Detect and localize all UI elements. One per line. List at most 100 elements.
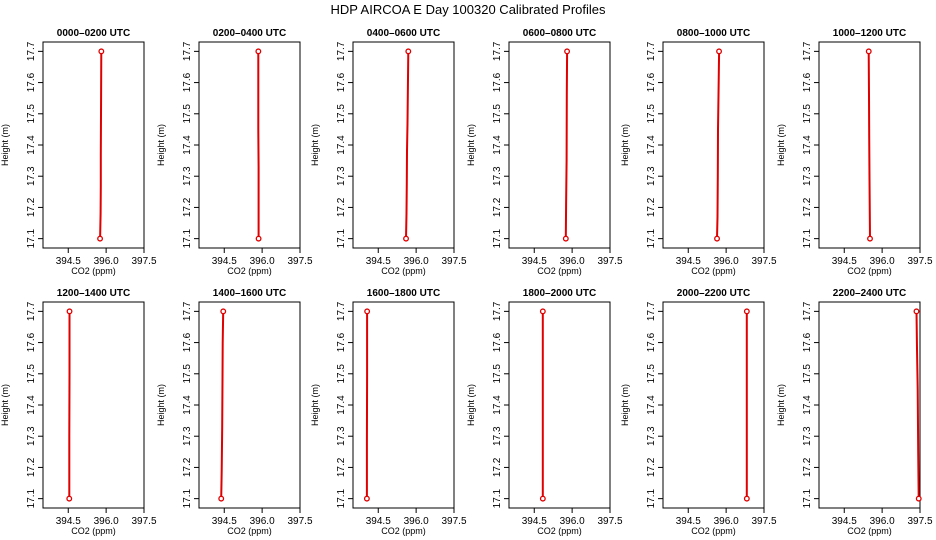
x-tick-label: 394.5 <box>676 256 701 267</box>
y-axis-label: Height (m) <box>0 384 10 426</box>
y-tick-label: 17.4 <box>26 135 37 155</box>
plot-frame <box>352 301 455 509</box>
y-tick-label: 17.7 <box>646 301 657 321</box>
profile-line <box>405 51 410 239</box>
panels-grid: 0000–0200 UTC 394.5 396.0 397.5 17.1 17.2 17.3… <box>0 28 933 536</box>
y-tick-label: 17.3 <box>182 166 193 186</box>
y-tick-label: 17.2 <box>802 197 813 217</box>
profile-panel: 1200–1400 UTC 394.5 396.0 397.5 17.1 17.2 17.3… <box>0 288 157 536</box>
x-tick-label: 394.5 <box>366 256 391 267</box>
profile-panel: 1000–1200 UTC 394.5 396.0 397.5 17.1 17.2 17.3… <box>776 28 933 276</box>
y-tick-label: 17.1 <box>26 228 37 248</box>
y-tick-label: 17.4 <box>646 395 657 415</box>
y-axis-label: Height (m) <box>310 384 320 426</box>
y-axis-label: Height (m) <box>0 124 10 166</box>
profile-panel: 1800–2000 UTC 394.5 396.0 397.5 17.1 17.2 17.3… <box>466 288 623 536</box>
x-tick-label: 396.0 <box>714 516 739 527</box>
plot-frame <box>42 41 145 249</box>
plot-frame <box>42 301 145 509</box>
profile-point <box>255 235 262 242</box>
y-tick-label: 17.1 <box>182 228 193 248</box>
y-tick-label: 17.3 <box>646 426 657 446</box>
y-tick-label: 17.5 <box>26 104 37 124</box>
x-axis-label: CO2 (ppm) <box>71 266 116 276</box>
x-axis-label: CO2 (ppm) <box>847 266 892 276</box>
y-tick-label: 17.3 <box>492 426 503 446</box>
profile-point <box>218 495 225 502</box>
x-tick-label: 397.5 <box>907 516 932 527</box>
profile-panel: 2000–2200 UTC 394.5 396.0 397.5 17.1 17.2 17.3… <box>620 288 777 536</box>
profile-line <box>915 311 920 499</box>
profile-point <box>743 495 750 502</box>
y-tick-label: 17.4 <box>492 395 503 415</box>
y-tick-label: 17.2 <box>646 457 657 477</box>
x-axis-label: CO2 (ppm) <box>227 266 272 276</box>
y-tick-label: 17.1 <box>336 488 347 508</box>
y-tick-label: 17.1 <box>182 488 193 508</box>
y-tick-label: 17.6 <box>492 72 503 92</box>
profile-point <box>66 495 73 502</box>
y-tick-label: 17.6 <box>182 332 193 352</box>
x-tick-label: 394.5 <box>832 516 857 527</box>
panel-title: 1600–1800 UTC <box>367 288 440 299</box>
y-tick-label: 17.7 <box>492 41 503 61</box>
y-tick-label: 17.2 <box>182 197 193 217</box>
y-tick-label: 17.3 <box>492 166 503 186</box>
x-tick-label: 397.5 <box>287 516 312 527</box>
x-tick-label: 396.0 <box>94 516 119 527</box>
profile-line <box>220 311 225 499</box>
x-tick-label: 397.5 <box>597 256 622 267</box>
plot-frame <box>352 41 455 249</box>
y-tick-label: 17.4 <box>802 135 813 155</box>
x-axis-label: CO2 (ppm) <box>381 526 426 536</box>
y-tick-label: 17.1 <box>492 488 503 508</box>
y-tick-label: 17.2 <box>492 457 503 477</box>
y-tick-label: 17.1 <box>646 228 657 248</box>
y-tick-label: 17.4 <box>336 395 347 415</box>
y-tick-label: 17.5 <box>802 364 813 384</box>
x-axis-label: CO2 (ppm) <box>381 266 426 276</box>
y-tick-label: 17.7 <box>802 301 813 321</box>
profile-point <box>865 48 872 55</box>
profile-point <box>255 48 262 55</box>
profile-point <box>97 235 104 242</box>
x-tick-label: 396.0 <box>404 256 429 267</box>
x-tick-label: 396.0 <box>870 256 895 267</box>
profile-panel: 2200–2400 UTC 394.5 396.0 397.5 17.1 17.2 17.3… <box>776 288 933 536</box>
figure-title: HDP AIRCOA E Day 100320 Calibrated Profi… <box>330 2 606 17</box>
profile-panel: 1600–1800 UTC 394.5 396.0 397.5 17.1 17.2 17.3… <box>310 288 467 536</box>
y-tick-label: 17.6 <box>26 332 37 352</box>
panel-title: 0000–0200 UTC <box>57 28 130 39</box>
profile-point <box>363 495 370 502</box>
profile-point <box>66 308 73 315</box>
profile-point <box>915 495 922 502</box>
y-tick-label: 17.6 <box>646 332 657 352</box>
x-axis-label: CO2 (ppm) <box>537 526 582 536</box>
y-axis-label: Height (m) <box>776 384 786 426</box>
y-tick-label: 17.1 <box>646 488 657 508</box>
y-tick-label: 17.2 <box>26 457 37 477</box>
x-tick-label: 397.5 <box>287 256 312 267</box>
profile-point <box>220 308 227 315</box>
x-tick-label: 394.5 <box>56 516 81 527</box>
y-axis-label: Height (m) <box>156 384 166 426</box>
profile-panel: 0200–0400 UTC 394.5 396.0 397.5 17.1 17.2 17.3… <box>156 28 313 276</box>
plot-frame <box>198 301 301 509</box>
y-tick-label: 17.6 <box>802 332 813 352</box>
x-tick-label: 397.5 <box>751 516 776 527</box>
panel-title: 2200–2400 UTC <box>833 288 906 299</box>
profile-point <box>867 235 873 242</box>
profile-point <box>539 308 546 315</box>
x-tick-label: 397.5 <box>597 516 622 527</box>
plot-frame <box>818 301 921 509</box>
y-tick-label: 17.4 <box>26 395 37 415</box>
y-tick-label: 17.4 <box>182 135 193 155</box>
y-tick-label: 17.5 <box>336 364 347 384</box>
y-tick-label: 17.5 <box>492 104 503 124</box>
profile-line <box>867 51 871 239</box>
y-tick-label: 17.5 <box>802 104 813 124</box>
panel-title: 1800–2000 UTC <box>523 288 596 299</box>
y-tick-label: 17.3 <box>26 426 37 446</box>
y-axis-label: Height (m) <box>466 384 476 426</box>
x-tick-label: 394.5 <box>56 256 81 267</box>
